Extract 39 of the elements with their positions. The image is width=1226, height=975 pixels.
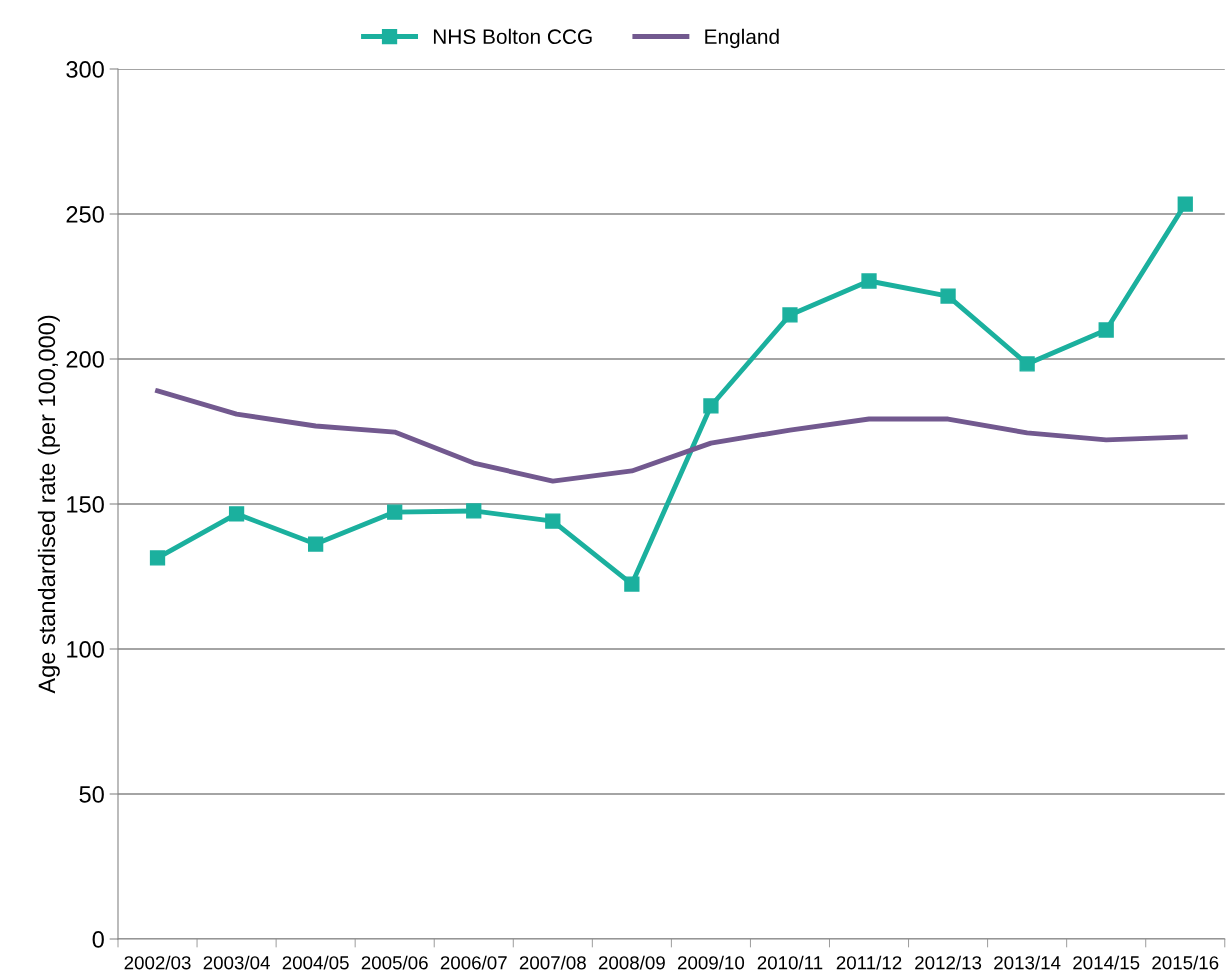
x-tick-label: 2006/07 — [440, 955, 507, 970]
x-tick-label: 2010/11 — [757, 955, 823, 970]
point — [149, 550, 166, 566]
point — [624, 576, 640, 592]
y-tick-label: 200 — [66, 351, 104, 368]
x-tick-label: 2009/10 — [677, 955, 745, 970]
point — [387, 504, 403, 520]
point — [940, 288, 956, 304]
x-tick-label: 2013/14 — [994, 955, 1061, 970]
y-axis-title: Age standardised rate (per 100,000) — [37, 315, 60, 694]
y-tick-label: 100 — [67, 641, 104, 658]
y-tick-label: 250 — [66, 206, 104, 223]
x-tick-label: 2012/13 — [915, 955, 982, 970]
line-series — [155, 388, 1188, 484]
legend-label: England — [705, 28, 779, 49]
point — [782, 307, 798, 323]
y-tick-label: 0 — [92, 931, 104, 948]
legend-label: NHS Bolton CCG — [433, 28, 592, 45]
point — [307, 536, 324, 552]
point — [1019, 356, 1035, 372]
x-tick-label: 2002/03 — [124, 955, 191, 970]
point — [703, 398, 719, 414]
x-tick-label: 2004/05 — [282, 955, 349, 970]
y-tick-label: 150 — [67, 496, 104, 513]
y-tick-label: 300 — [66, 61, 104, 78]
point — [545, 513, 561, 529]
x-tick-label: 2007/08 — [519, 955, 586, 970]
x-tick-label: 2003/04 — [203, 955, 270, 970]
x-tick-label: 2015/16 — [1152, 955, 1219, 970]
point — [228, 506, 245, 522]
point — [1177, 196, 1193, 212]
point — [861, 273, 877, 289]
x-tick-label: 2011/12 — [836, 955, 902, 970]
x-tick-label: 2014/15 — [1073, 955, 1140, 970]
x-tick-label: 2005/06 — [361, 955, 428, 970]
point — [466, 503, 482, 519]
point — [1098, 322, 1114, 338]
y-tick-label: 50 — [79, 786, 104, 803]
x-tick-label: 2008/09 — [598, 955, 665, 970]
